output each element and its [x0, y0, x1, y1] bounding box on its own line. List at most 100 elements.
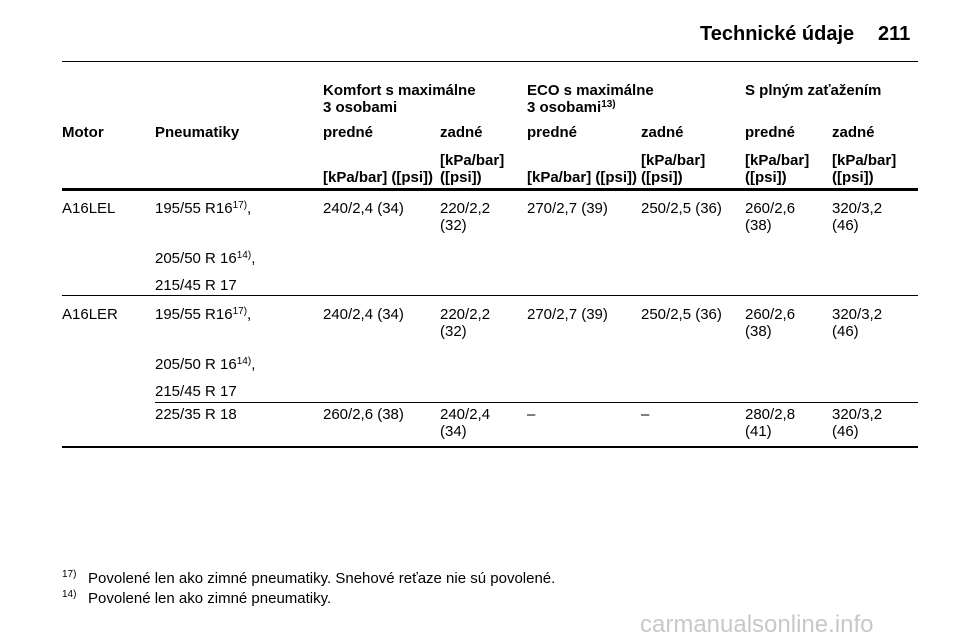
column-header: zadné	[641, 124, 684, 141]
tyre: 215/45 R 17	[155, 277, 237, 294]
pressure-cell: 240/2,4 (34)	[323, 306, 404, 323]
pressure-cell: 250/2,5 (36)	[641, 200, 722, 217]
pressure-line: (34)	[440, 423, 467, 440]
group-header-line: S plným zaťažením	[745, 82, 882, 99]
column-header: zadné	[832, 124, 875, 141]
pressure-cell: 250/2,5 (36)	[641, 306, 722, 323]
row-rule	[62, 295, 918, 296]
column-header-text: predné	[745, 124, 796, 141]
unit-line: ([psi])	[440, 169, 482, 186]
tyre-suffix: ,	[251, 356, 256, 373]
pressure-line: (38)	[745, 217, 772, 234]
tyre-size: 225/35 R 18	[155, 406, 237, 423]
unit-header: [kPa/bar] ([psi])	[440, 152, 504, 186]
group-header-line: 3 osobami13)	[527, 99, 616, 116]
tyre-size: 205/50 R 16	[155, 250, 237, 267]
footnote-mark-text: 17)	[62, 569, 77, 580]
pressure-cell: 260/2,6 (38)	[745, 200, 795, 234]
tyre-size: 195/55 R16	[155, 306, 233, 323]
column-header-text: Motor	[62, 124, 104, 141]
pressure-line: –	[527, 406, 536, 423]
pressure-line: 220/2,2	[440, 200, 491, 217]
pressure-line: (41)	[745, 423, 772, 440]
unit-line: ([psi])	[745, 169, 787, 186]
pressure-cell: 320/3,2 (46)	[832, 200, 882, 234]
pressure-line: 320/3,2	[832, 200, 883, 217]
pressure-line: (32)	[440, 217, 467, 234]
group-header-line: Komfort s maximálne	[323, 82, 476, 99]
unit-header: [kPa/bar] ([psi])	[323, 169, 433, 186]
pressure-line: 280/2,8	[745, 406, 796, 423]
pressure-cell: 260/2,6 (38)	[745, 306, 795, 340]
footnote-ref: 17)	[232, 306, 248, 317]
tyre-suffix: ,	[251, 250, 256, 267]
pressure-cell: 260/2,6 (38)	[323, 406, 404, 423]
footnote-text: Povolené len ako zimné pneumatiky. Sneho…	[88, 570, 555, 587]
footnote-text-line: Povolené len ako zimné pneumatiky.	[88, 590, 332, 607]
pressure-line: (46)	[832, 217, 859, 234]
tyre: 195/55 R1617),	[155, 306, 251, 323]
pressure-cell: 240/2,4 (34)	[440, 406, 490, 440]
unit-line: ([psi])	[832, 169, 874, 186]
column-header-text: zadné	[641, 124, 684, 141]
footnote-mark-text: 14)	[62, 589, 77, 600]
footnote-ref: 14)	[236, 356, 252, 367]
header-rule	[62, 61, 918, 62]
pressure-cell: 320/3,2 (46)	[832, 406, 882, 440]
pressure-cell: 270/2,7 (39)	[527, 200, 608, 217]
column-header: Motor	[62, 124, 104, 141]
unit-line: ([psi])	[641, 169, 683, 186]
motor-text: A16LER	[62, 306, 118, 323]
footnote-mark: 17)	[62, 566, 76, 583]
footnote-mark: 14)	[62, 586, 76, 603]
column-header: predné	[745, 124, 795, 141]
pressure-line: (46)	[832, 423, 859, 440]
unit-line: [kPa/bar]	[641, 152, 706, 169]
tyre-size: 195/55 R16	[155, 200, 233, 217]
group-header: Komfort s maximálne 3 osobami	[323, 82, 476, 116]
footnote-ref: 17)	[232, 200, 248, 211]
group-header-line: ECO s maximálne	[527, 82, 654, 99]
column-header-text: zadné	[440, 124, 483, 141]
group-header: ECO s maximálne 3 osobami13)	[527, 82, 654, 116]
tyre: 205/50 R 1614),	[155, 356, 255, 373]
pressure-line: 260/2,6 (38)	[323, 406, 404, 423]
pressure-line: 260/2,6	[745, 200, 796, 217]
unit-line: [kPa/bar]	[440, 152, 505, 169]
pressure-cell: –	[641, 406, 649, 423]
unit-header: [kPa/bar] ([psi])	[745, 152, 809, 186]
pressure-line: 240/2,4	[440, 406, 491, 423]
pressure-line: 240/2,4 (34)	[323, 200, 404, 217]
tyre-size: 205/50 R 16	[155, 356, 237, 373]
pressure-cell: 270/2,7 (39)	[527, 306, 608, 323]
pressure-cell: 240/2,4 (34)	[323, 200, 404, 217]
unit-line: [kPa/bar]	[745, 152, 810, 169]
column-header-text: Pneumatiky	[155, 124, 240, 141]
motor: A16LEL	[62, 200, 115, 217]
unit-header: [kPa/bar] ([psi])	[641, 152, 705, 186]
pressure-line: (38)	[745, 323, 772, 340]
pressure-cell: –	[527, 406, 535, 423]
unit-line: [kPa/bar]	[832, 152, 897, 169]
column-header: Pneumatiky	[155, 124, 239, 141]
tyre-suffix: ,	[247, 200, 252, 217]
pressure-line: 240/2,4 (34)	[323, 306, 404, 323]
motor-text: A16LEL	[62, 200, 116, 217]
pressure-cell: 220/2,2 (32)	[440, 200, 490, 234]
row-rule	[155, 402, 918, 403]
motor: A16LER	[62, 306, 118, 323]
pressure-cell: 280/2,8 (41)	[745, 406, 795, 440]
column-header: predné	[323, 124, 373, 141]
table-bottom-rule	[62, 446, 918, 448]
column-header-text: zadné	[832, 124, 875, 141]
tyre: 205/50 R 1614),	[155, 250, 255, 267]
unit-line: [kPa/bar] ([psi])	[323, 169, 434, 186]
footnote-text-line: Povolené len ako zimné pneumatiky. Sneho…	[88, 570, 556, 587]
tyre: 225/35 R 18	[155, 406, 237, 423]
tyre-size: 215/45 R 17	[155, 277, 237, 294]
page-title: Technické údaje	[700, 23, 855, 45]
pressure-line: 320/3,2	[832, 306, 883, 323]
column-header: zadné	[440, 124, 483, 141]
pressure-line: 250/2,5 (36)	[641, 306, 722, 323]
